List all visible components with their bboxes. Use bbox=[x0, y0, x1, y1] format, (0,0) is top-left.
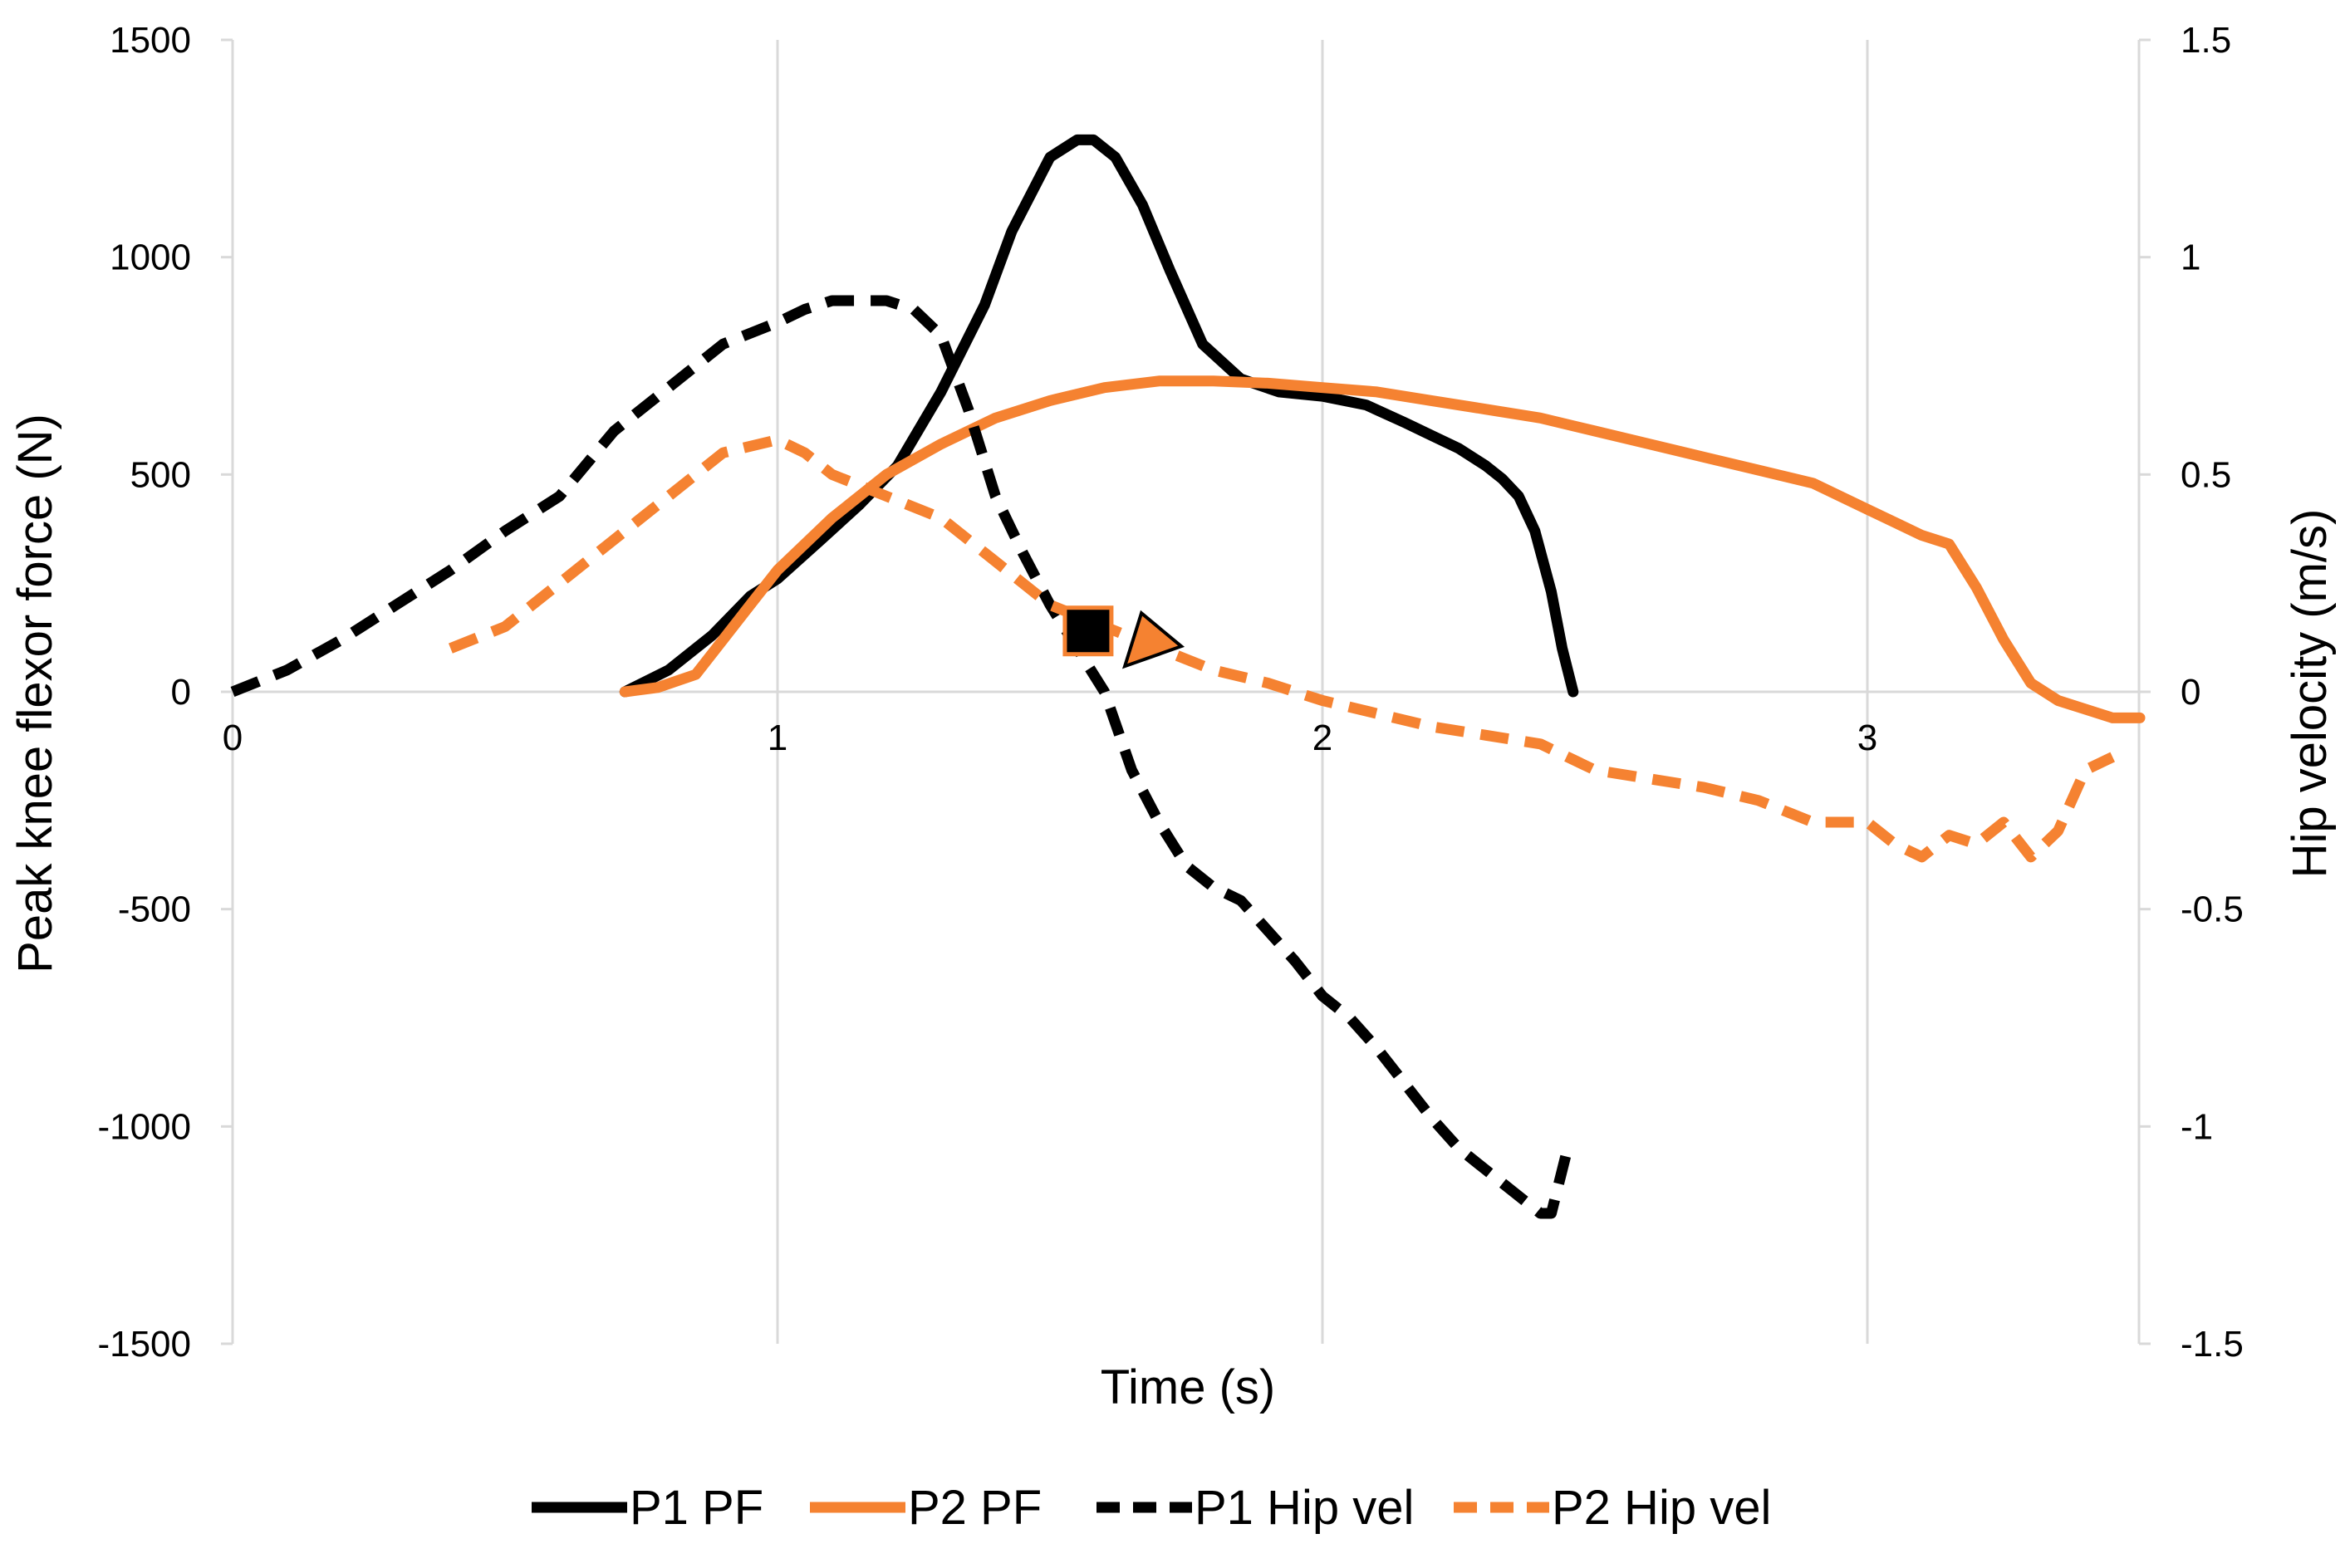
y2-tick-label: 1 bbox=[2181, 238, 2200, 278]
series-group bbox=[230, 134, 2146, 1219]
x-tick-label: 3 bbox=[1857, 718, 1877, 758]
series-line-p1-pf bbox=[619, 134, 1579, 698]
y2-tick-label: 1.5 bbox=[2181, 20, 2231, 61]
x-tick-label: 0 bbox=[223, 718, 243, 758]
legend-label: P2 PF bbox=[908, 1481, 1042, 1535]
marker-triangle bbox=[1121, 610, 1185, 669]
y2-tick-label: 0 bbox=[2181, 672, 2200, 713]
y-tick-label: -1000 bbox=[97, 1106, 191, 1147]
legend-label: P1 Hip vel bbox=[1195, 1481, 1414, 1535]
legend-label: P2 Hip vel bbox=[1552, 1481, 1771, 1535]
y-tick-label: -1500 bbox=[97, 1324, 191, 1365]
y-axis-title: Peak knee flexor force (N) bbox=[8, 414, 62, 973]
y2-axis-title: Hip velocity (m/s) bbox=[2283, 509, 2337, 879]
y2-tick-label: -0.5 bbox=[2181, 889, 2244, 930]
y2-tick-label: 0.5 bbox=[2181, 454, 2231, 495]
y2-tick-label: -1.5 bbox=[2181, 1324, 2244, 1365]
y-tick-label: 1000 bbox=[110, 238, 191, 278]
x-tick-label: 1 bbox=[768, 718, 787, 758]
markers-group bbox=[1062, 605, 1185, 669]
y-tick-label: 1500 bbox=[110, 20, 191, 61]
series-line-p1-hip-vel bbox=[230, 295, 1573, 1219]
y2-tick-label: -1 bbox=[2181, 1106, 2213, 1147]
y-tick-label: -500 bbox=[118, 889, 191, 930]
y-tick-label: 0 bbox=[171, 672, 191, 713]
series-line-p2-pf bbox=[619, 375, 2146, 723]
y-tick-label: 500 bbox=[130, 454, 191, 495]
legend-label: P1 PF bbox=[630, 1481, 763, 1535]
x-tick-label: 2 bbox=[1312, 718, 1332, 758]
legend: P1 PF P2 PF P1 Hip vel P2 Hip vel bbox=[532, 1481, 1771, 1535]
marker-square bbox=[1062, 605, 1114, 657]
x-axis-title: Time (s) bbox=[1101, 1360, 1275, 1414]
series-line-p2-hip-vel bbox=[448, 434, 2116, 863]
axes bbox=[221, 38, 2151, 1345]
tick-labels: 1500 1000 500 0 -500 -1000 -1500 1.5 1 0.5 0 -0.5 -1… bbox=[97, 20, 2243, 1365]
